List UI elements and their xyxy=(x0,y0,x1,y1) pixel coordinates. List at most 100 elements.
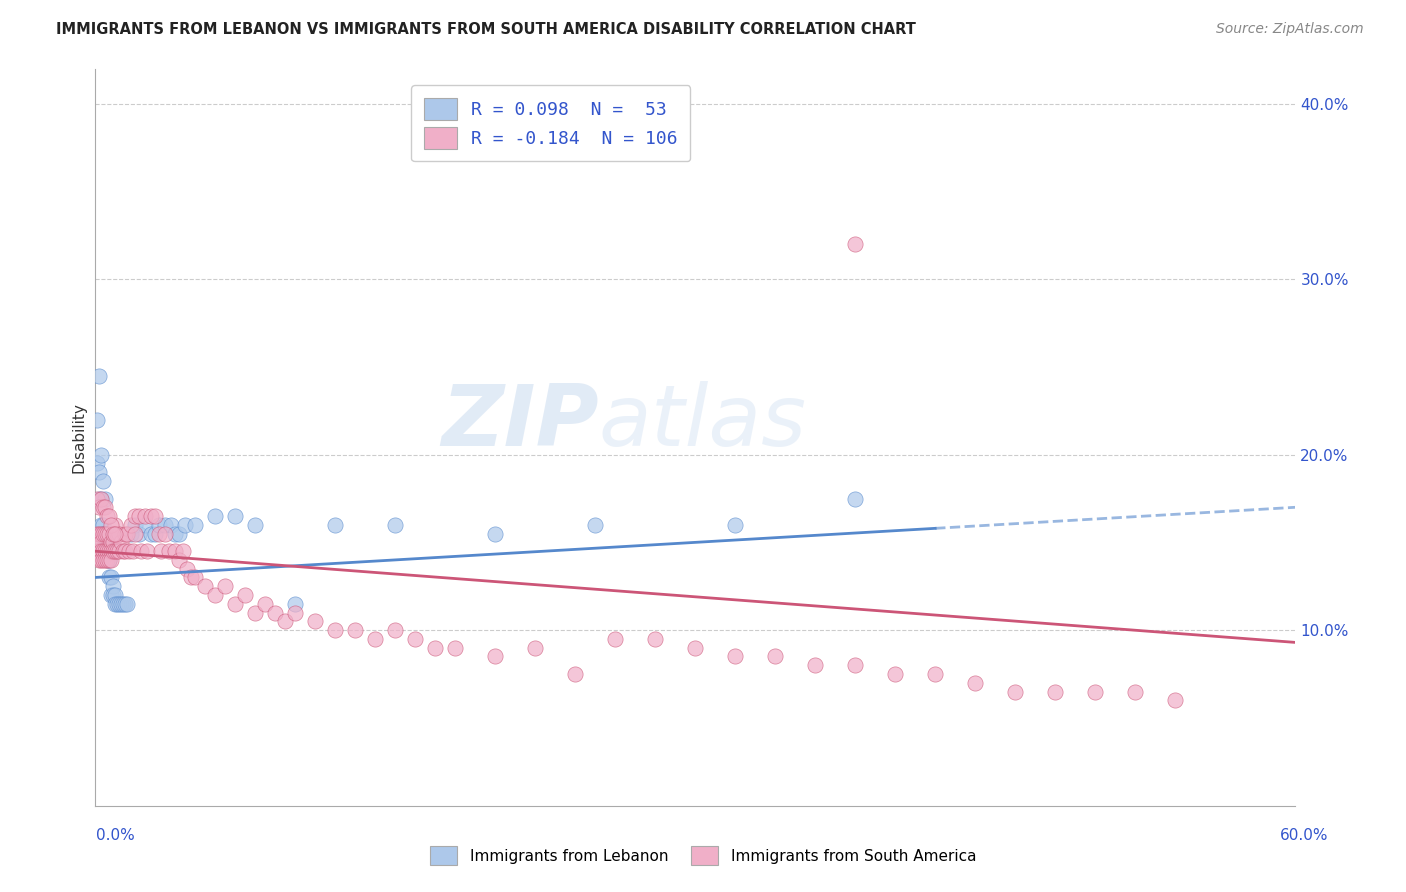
Point xyxy=(172,544,194,558)
Point xyxy=(139,509,162,524)
Point xyxy=(120,526,142,541)
Point xyxy=(91,517,114,532)
Point xyxy=(148,526,170,541)
Text: IMMIGRANTS FROM LEBANON VS IMMIGRANTS FROM SOUTH AMERICA DISABILITY CORRELATION : IMMIGRANTS FROM LEBANON VS IMMIGRANTS FR… xyxy=(56,22,917,37)
Point xyxy=(114,544,136,558)
Point xyxy=(253,597,276,611)
Point xyxy=(93,544,115,558)
Point xyxy=(87,368,110,383)
Point xyxy=(844,491,866,506)
Point xyxy=(523,640,546,655)
Point xyxy=(204,509,226,524)
Point xyxy=(129,544,152,558)
Point xyxy=(96,526,118,541)
Point xyxy=(107,597,129,611)
Point xyxy=(115,597,138,611)
Point xyxy=(90,535,112,549)
Point xyxy=(134,509,156,524)
Point xyxy=(86,491,108,506)
Point xyxy=(100,517,122,532)
Point xyxy=(423,640,446,655)
Point xyxy=(404,632,426,646)
Point xyxy=(114,526,136,541)
Legend: R = 0.098  N =  53, R = -0.184  N = 106: R = 0.098 N = 53, R = -0.184 N = 106 xyxy=(412,85,690,161)
Point xyxy=(103,597,125,611)
Point xyxy=(93,526,115,541)
Point xyxy=(93,526,115,541)
Point xyxy=(93,491,115,506)
Point xyxy=(86,526,108,541)
Point xyxy=(143,509,166,524)
Point xyxy=(214,579,236,593)
Point xyxy=(304,615,326,629)
Point xyxy=(153,526,176,541)
Point xyxy=(105,544,128,558)
Point xyxy=(323,623,346,637)
Point xyxy=(101,579,124,593)
Point xyxy=(97,509,120,524)
Y-axis label: Disability: Disability xyxy=(72,401,86,473)
Point xyxy=(167,526,190,541)
Point xyxy=(128,509,150,524)
Point xyxy=(101,588,124,602)
Point xyxy=(105,526,128,541)
Point xyxy=(114,597,136,611)
Point xyxy=(97,526,120,541)
Point xyxy=(176,562,198,576)
Point xyxy=(484,649,506,664)
Point xyxy=(111,597,134,611)
Point xyxy=(90,517,112,532)
Point xyxy=(1123,684,1146,698)
Point xyxy=(100,570,122,584)
Point xyxy=(86,457,108,471)
Point xyxy=(364,632,387,646)
Point xyxy=(1164,693,1187,707)
Point xyxy=(121,544,143,558)
Point xyxy=(484,526,506,541)
Point xyxy=(107,544,129,558)
Point xyxy=(93,553,115,567)
Point xyxy=(91,526,114,541)
Point xyxy=(90,491,112,506)
Point xyxy=(97,553,120,567)
Point xyxy=(224,509,246,524)
Point xyxy=(90,491,112,506)
Point xyxy=(100,553,122,567)
Point xyxy=(159,517,181,532)
Point xyxy=(163,526,186,541)
Point xyxy=(91,526,114,541)
Point xyxy=(139,526,162,541)
Point xyxy=(603,632,626,646)
Point xyxy=(103,588,125,602)
Point xyxy=(884,667,907,681)
Point xyxy=(97,570,120,584)
Point xyxy=(1004,684,1026,698)
Point xyxy=(384,517,406,532)
Point xyxy=(96,535,118,549)
Point xyxy=(96,553,118,567)
Point xyxy=(124,526,146,541)
Point xyxy=(87,500,110,515)
Point xyxy=(93,535,115,549)
Point xyxy=(91,500,114,515)
Point xyxy=(100,544,122,558)
Point xyxy=(96,544,118,558)
Point xyxy=(343,623,366,637)
Point xyxy=(120,517,142,532)
Point xyxy=(135,544,157,558)
Point xyxy=(105,597,128,611)
Point xyxy=(263,606,285,620)
Point xyxy=(443,640,465,655)
Point xyxy=(100,535,122,549)
Point xyxy=(103,526,125,541)
Point xyxy=(173,517,195,532)
Point xyxy=(1045,684,1067,698)
Point xyxy=(148,517,170,532)
Point xyxy=(724,649,747,664)
Point xyxy=(194,579,217,593)
Text: Source: ZipAtlas.com: Source: ZipAtlas.com xyxy=(1216,22,1364,37)
Point xyxy=(284,606,307,620)
Point xyxy=(273,615,295,629)
Point xyxy=(97,553,120,567)
Point xyxy=(153,517,176,532)
